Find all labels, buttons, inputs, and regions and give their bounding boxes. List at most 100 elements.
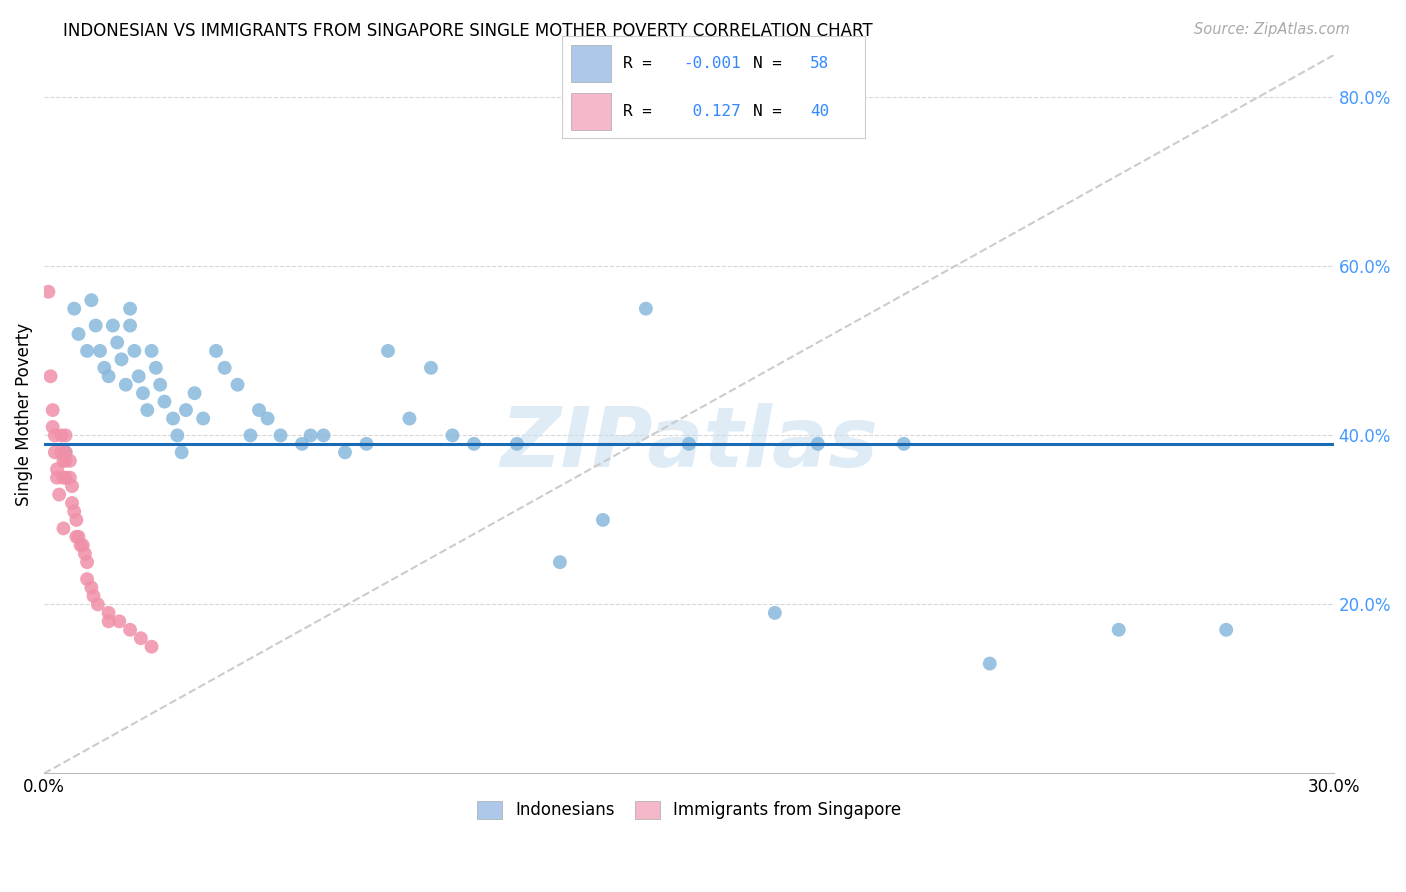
Point (634, 301, 657, 316)
Point (333, 445, 356, 459)
Point (256, 411, 278, 425)
Text: R =: R = (623, 104, 661, 120)
Point (46, 470, 69, 484)
Text: N =: N = (752, 56, 792, 70)
Point (506, 437, 529, 451)
Y-axis label: Single Mother Poverty: Single Mother Poverty (15, 323, 32, 506)
Point (67, 326, 90, 341)
Point (89, 343, 111, 358)
Point (141, 343, 163, 358)
Point (592, 513, 614, 527)
Point (52, 521, 75, 535)
Point (398, 411, 420, 425)
Point (76, 555, 98, 569)
Text: Source: ZipAtlas.com: Source: ZipAtlas.com (1194, 22, 1350, 37)
Point (93, 360, 115, 375)
Point (72, 538, 94, 552)
Point (76, 343, 98, 358)
Point (59, 454, 82, 468)
Point (979, 657, 1001, 671)
Point (80, 581, 103, 595)
Point (110, 352, 132, 367)
Point (170, 445, 193, 459)
Point (291, 437, 314, 451)
Point (128, 369, 150, 384)
Point (41, 420, 63, 434)
Text: R =: R = (623, 56, 661, 70)
Point (420, 360, 443, 375)
Text: 40: 40 (810, 104, 830, 120)
Point (120, 623, 142, 637)
Point (1108, 623, 1130, 637)
Point (191, 411, 214, 425)
Point (46, 462, 69, 476)
Legend: Indonesians, Immigrants from Singapore: Indonesians, Immigrants from Singapore (470, 794, 908, 826)
Point (124, 343, 146, 358)
Point (97, 615, 120, 629)
Point (120, 318, 142, 333)
Point (101, 318, 124, 333)
Point (226, 377, 249, 392)
Point (65, 530, 87, 544)
Point (80, 293, 103, 308)
Point (67, 530, 90, 544)
Point (463, 437, 485, 451)
Point (132, 386, 155, 401)
Point (55, 445, 77, 459)
Point (55, 428, 77, 442)
Text: 0.127: 0.127 (683, 104, 741, 120)
Point (87, 598, 110, 612)
Point (214, 360, 236, 375)
Point (129, 631, 152, 645)
Point (145, 360, 167, 375)
Point (39, 369, 62, 384)
Point (55, 470, 77, 484)
Point (1215, 623, 1237, 637)
Point (114, 377, 136, 392)
Point (83, 589, 105, 603)
Text: INDONESIAN VS IMMIGRANTS FROM SINGAPORE SINGLE MOTHER POVERTY CORRELATION CHART: INDONESIAN VS IMMIGRANTS FROM SINGAPORE … (63, 22, 873, 40)
Point (97, 606, 120, 620)
Point (441, 428, 464, 442)
Point (59, 470, 82, 484)
Point (239, 428, 262, 442)
Point (807, 437, 830, 451)
Point (377, 343, 399, 358)
Point (51, 428, 73, 442)
Point (48, 487, 70, 501)
Text: 58: 58 (810, 56, 830, 70)
Point (55, 454, 77, 468)
Point (312, 428, 335, 442)
Point (84, 318, 107, 333)
Point (63, 301, 86, 316)
Point (299, 428, 322, 442)
Point (55, 445, 77, 459)
Point (174, 403, 197, 417)
FancyBboxPatch shape (571, 45, 610, 82)
Point (763, 606, 786, 620)
Point (166, 428, 188, 442)
Text: N =: N = (752, 104, 792, 120)
Point (136, 403, 159, 417)
Point (60, 479, 83, 493)
Point (41, 403, 63, 417)
Point (76, 572, 98, 586)
Point (153, 394, 176, 409)
Point (73, 547, 96, 561)
FancyBboxPatch shape (571, 93, 610, 130)
Point (270, 428, 292, 442)
Point (356, 437, 378, 451)
Point (183, 386, 205, 401)
Point (678, 437, 700, 451)
Point (37, 285, 59, 299)
Text: ZIPatlas: ZIPatlas (501, 402, 877, 483)
Point (893, 437, 915, 451)
Point (63, 504, 86, 518)
Point (60, 496, 83, 510)
Point (149, 377, 172, 392)
Point (105, 335, 128, 350)
Point (141, 640, 163, 654)
Point (69, 538, 91, 552)
Point (65, 513, 87, 527)
Point (51, 445, 73, 459)
